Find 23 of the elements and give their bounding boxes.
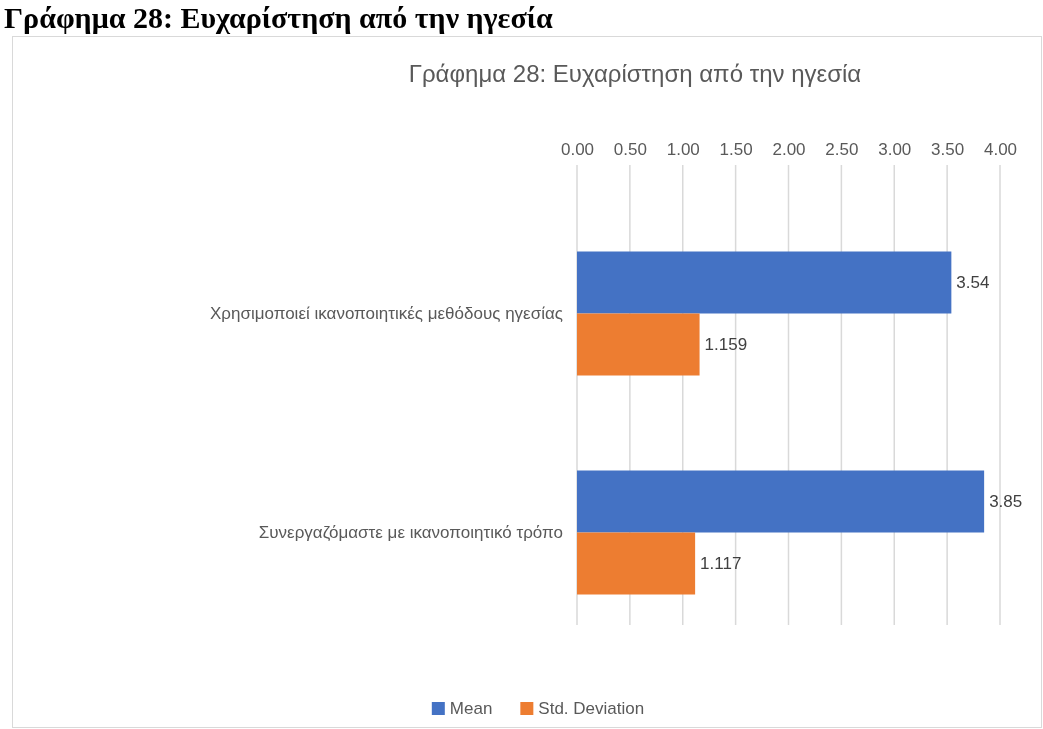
x-tick-label: 2.50 bbox=[825, 140, 859, 159]
bar bbox=[577, 251, 952, 314]
x-tick-label: 1.50 bbox=[719, 140, 753, 159]
legend-label: Std. Deviation bbox=[538, 698, 645, 718]
x-tick-label: 4.00 bbox=[983, 140, 1018, 159]
data-label: 1.117 bbox=[700, 554, 742, 574]
x-tick-label: 0.00 bbox=[560, 140, 595, 159]
x-tick-label: 3.00 bbox=[878, 140, 912, 159]
data-label: 3.85 bbox=[989, 492, 1023, 512]
y-tick-label: Συνεργαζόμαστε με ικανοποιητικό τρόπο bbox=[258, 523, 563, 543]
bar bbox=[577, 313, 700, 376]
chart-title: Γράφημα 28: Ευχαρίστηση από την ηγεσία bbox=[408, 60, 862, 87]
bar bbox=[577, 470, 985, 533]
x-tick-label: 3.50 bbox=[931, 140, 965, 159]
bar bbox=[577, 532, 696, 595]
data-label: 3.54 bbox=[956, 273, 990, 293]
data-label: 1.159 bbox=[704, 335, 748, 355]
text: Γράφημα 28: Ευχαρίστηση από την ηγεσία bbox=[4, 1, 554, 34]
legend-label: Mean bbox=[449, 698, 493, 718]
y-tick-label: Χρησιμοποιεί ικανοποιητικές μεθόδους ηγεσίας bbox=[209, 304, 563, 324]
x-tick-label: 0.50 bbox=[613, 140, 647, 159]
x-tick-label: 1.00 bbox=[666, 140, 700, 159]
x-tick-label: 2.00 bbox=[772, 140, 806, 159]
